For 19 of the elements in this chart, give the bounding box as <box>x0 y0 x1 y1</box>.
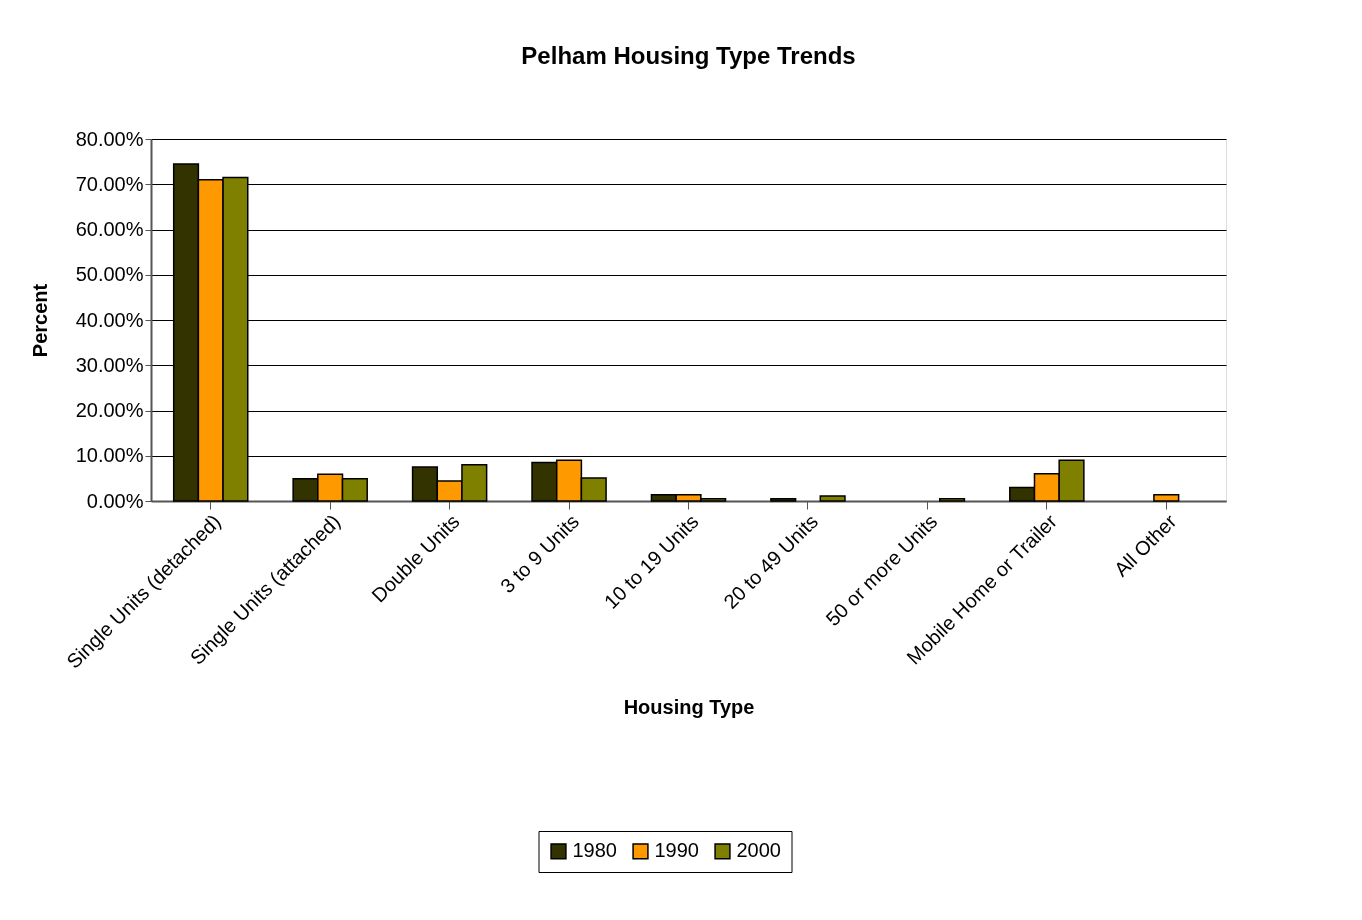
y-tick-label: 50.00% <box>75 263 144 286</box>
y-tick-label: 0.00% <box>86 489 144 512</box>
y-tick-label: 80.00% <box>75 127 144 150</box>
bar <box>1153 493 1180 502</box>
y-tick-label: 20.00% <box>75 399 144 421</box>
y-tick-label: 40.00% <box>75 308 144 331</box>
chart-title: Pelham Housing Type Trends <box>521 42 856 69</box>
bar <box>770 497 797 502</box>
y-tick-label: 30.00% <box>75 353 144 376</box>
bar <box>819 495 846 502</box>
legend-label: 1990 <box>654 839 699 862</box>
legend-label: 2000 <box>736 839 781 862</box>
legend-label: 1980 <box>572 839 617 862</box>
x-axis-title: Housing Type <box>623 695 755 718</box>
y-axis-title: Percent <box>28 283 51 358</box>
y-tick-label: 10.00% <box>75 444 144 467</box>
bar <box>938 497 966 502</box>
y-tick-label: 60.00% <box>75 218 144 240</box>
y-tick-label: 70.00% <box>75 172 144 195</box>
